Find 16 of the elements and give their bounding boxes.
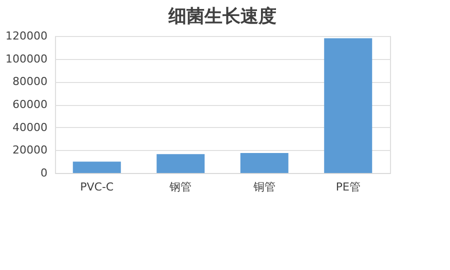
chart-title: 细菌生长速度 [168,6,276,27]
y-tick-label: 20000 [12,144,48,157]
bar [324,38,372,173]
bar [72,162,121,173]
y-tick-label: 80000 [12,75,48,88]
y-tick-label: 120000 [6,30,48,42]
y-tick-label: 0 [40,166,48,180]
x-tick-label: 钢管 [168,180,192,194]
y-tick-label: 100000 [6,52,48,66]
y-tick-label: 40000 [12,120,48,134]
x-tick-label: PE管 [336,180,360,194]
y-tick-label: 60000 [12,98,48,111]
x-tick-label: PVC-C [80,180,114,194]
bar [156,154,205,173]
bar [240,153,288,173]
x-tick-label: 铜管 [252,180,276,194]
